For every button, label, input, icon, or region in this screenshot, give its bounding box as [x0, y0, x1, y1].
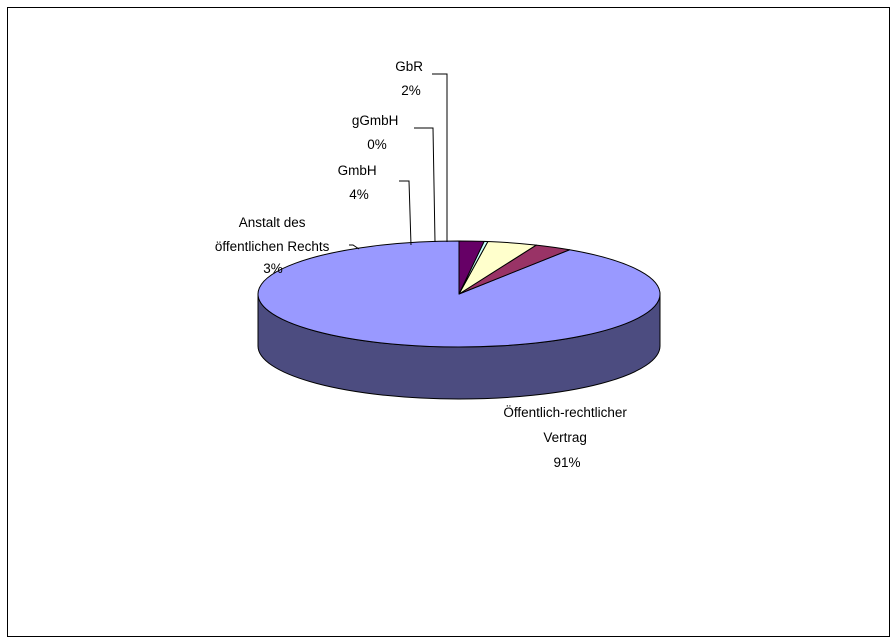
pie-slice-gbr: [458, 240, 485, 295]
slice-label-gbr: GbR 2%: [395, 59, 427, 98]
slice-label-gmbh: GmbH 4%: [338, 163, 381, 202]
label-percent: 2%: [401, 83, 421, 98]
pie-chart: Öffentlich-rechtlicher Vertrag 91% Ansta…: [215, 59, 661, 470]
label-line: Öffentlich-rechtlicher: [503, 405, 627, 420]
slice-label-oeffentlich-rechtlicher-vertrag: Öffentlich-rechtlicher Vertrag 91%: [503, 405, 630, 470]
label-line: Anstalt des: [239, 215, 306, 230]
pie-slices: [257, 240, 661, 348]
leader-line-gbr: [432, 73, 448, 242]
leader-line-ggmbh: [414, 127, 436, 243]
slice-label-ggmbh: gGmbH 0%: [352, 113, 402, 152]
label-line: GbR: [395, 59, 423, 74]
label-percent: 3%: [263, 261, 283, 276]
label-line: Vertrag: [543, 430, 587, 445]
chart-area: Öffentlich-rechtlicher Vertrag 91% Ansta…: [7, 7, 890, 637]
label-percent: 0%: [367, 137, 387, 152]
slice-label-anstalt-des-oeffentlichen-rechts: Anstalt des öffentlichen Rechts 3%: [215, 215, 333, 276]
leader-lines: [349, 73, 448, 250]
label-percent: 91%: [553, 455, 580, 470]
label-line: gGmbH: [352, 113, 399, 128]
leader-line-anstalt: [349, 244, 360, 250]
leader-line-gmbh: [399, 180, 412, 246]
label-line: öffentlichen Rechts: [215, 239, 330, 254]
label-percent: 4%: [349, 187, 369, 202]
label-line: GmbH: [338, 163, 377, 178]
